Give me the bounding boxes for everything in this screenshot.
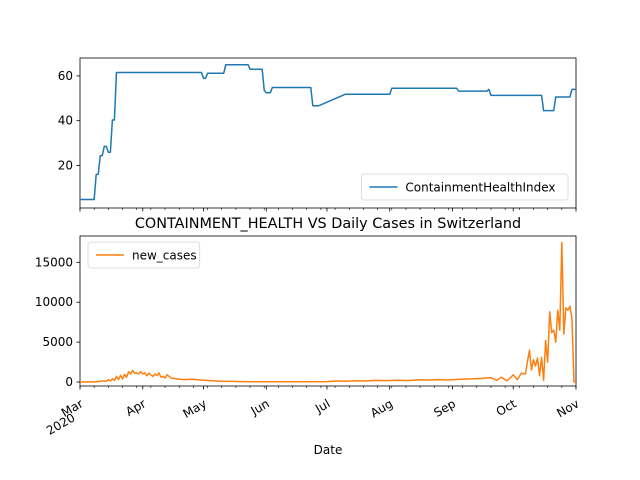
y-tick-label: 20 bbox=[58, 158, 73, 172]
series-line-new_cases bbox=[80, 241, 576, 383]
plot-frame bbox=[79, 57, 577, 209]
x-tick-label: 2020 bbox=[44, 410, 77, 437]
x-tick-label: Oct bbox=[494, 396, 519, 419]
x-tick-label: Sep bbox=[431, 396, 458, 419]
x-tick-label: Aug bbox=[368, 396, 395, 420]
x-axis-label: Date bbox=[314, 443, 343, 457]
plot-frame bbox=[79, 235, 577, 387]
legend-label: ContainmentHealthIndex bbox=[405, 181, 555, 195]
series-line-ContainmentHealthIndex bbox=[80, 63, 576, 201]
y-tick-label: 10000 bbox=[35, 295, 73, 309]
legend-box bbox=[360, 173, 569, 201]
x-tick-label: Nov bbox=[554, 396, 581, 420]
legend-box bbox=[87, 241, 201, 269]
x-tick-label: Apr bbox=[123, 396, 148, 419]
legend: ContainmentHealthIndex bbox=[360, 173, 569, 201]
y-tick-label: 40 bbox=[58, 114, 73, 128]
x-tick-label: Jul bbox=[312, 396, 332, 416]
legend-label: new_cases bbox=[132, 249, 197, 263]
containment-health-index-panel: 20 40 60 ContainmentHealthIndex bbox=[58, 57, 577, 212]
y-tick-label: 0 bbox=[65, 375, 73, 389]
y-tick-label: 5000 bbox=[42, 335, 73, 349]
legend: new_cases bbox=[87, 241, 201, 269]
y-tick-label: 60 bbox=[58, 69, 73, 83]
x-tick-label: Jun bbox=[248, 396, 272, 418]
x-tick-label: May bbox=[181, 396, 209, 421]
y-tick-label: 15000 bbox=[35, 255, 73, 269]
chart-title: CONTAINMENT_HEALTH VS Daily Cases in Swi… bbox=[135, 216, 521, 232]
